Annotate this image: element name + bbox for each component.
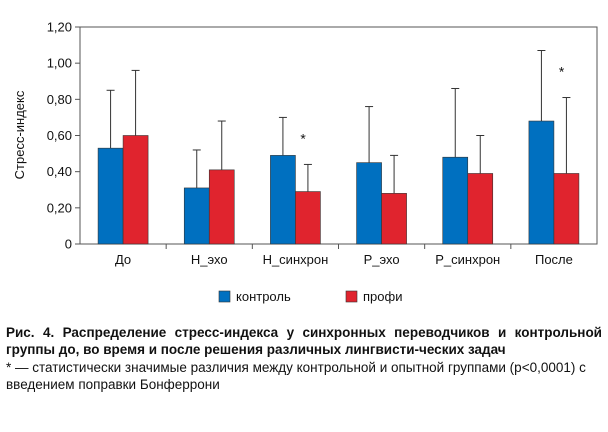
bar xyxy=(295,191,321,245)
caption-title: Рис. 4. Распределение стресс-индекса у с… xyxy=(6,325,602,357)
bar xyxy=(122,135,149,245)
bar xyxy=(553,173,580,245)
legend-swatch xyxy=(218,290,231,303)
plot-area xyxy=(79,26,598,245)
x-tick-label: Н_синхрон xyxy=(263,252,329,267)
y-tick-label: 0 xyxy=(65,237,72,252)
bar xyxy=(467,173,494,245)
y-tick-label: 0,60 xyxy=(47,128,72,143)
y-tick-label: 0,80 xyxy=(47,92,72,107)
caption-note: * — статистически значимые различия межд… xyxy=(6,360,586,392)
x-axis: До Н_эхо Н_синхрон Р_эхо Р_синхрон После xyxy=(115,244,573,267)
y-tick-label: 1,00 xyxy=(47,56,72,71)
x-tick-label: Р_синхрон xyxy=(435,252,500,267)
bar xyxy=(97,147,124,245)
legend-swatch xyxy=(345,290,358,303)
significance-marker: * xyxy=(559,64,565,80)
bar xyxy=(442,156,469,245)
legend-label: контроль xyxy=(236,289,291,304)
x-tick-label: До xyxy=(115,252,131,267)
y-tick-label: 0,20 xyxy=(47,200,72,215)
bar xyxy=(528,120,555,245)
x-tick-label: После xyxy=(535,252,573,267)
bar xyxy=(208,169,235,245)
y-tick-label: 1,20 xyxy=(47,20,72,35)
y-tick-label: 0,40 xyxy=(47,164,72,179)
bar xyxy=(183,187,210,245)
y-axis: 0 0,20 0,40 0,60 0,80 1,00 1,20 xyxy=(47,20,80,252)
bar xyxy=(381,193,407,245)
y-axis-label: Стресс-индекс xyxy=(12,90,27,179)
bar xyxy=(270,155,296,245)
x-tick-label: Р_эхо xyxy=(364,252,400,267)
figure-caption: Рис. 4. Распределение стресс-индекса у с… xyxy=(6,324,602,393)
legend: контроль профи xyxy=(218,289,402,304)
bar xyxy=(356,162,382,245)
legend-label: профи xyxy=(363,289,402,304)
chart: 0 0,20 0,40 0,60 0,80 1,00 1,20 До Н_эхо Н_синхр… xyxy=(12,20,598,304)
significance-marker: * xyxy=(300,130,306,146)
bars: ** xyxy=(97,50,580,245)
x-tick-label: Н_эхо xyxy=(191,252,228,267)
